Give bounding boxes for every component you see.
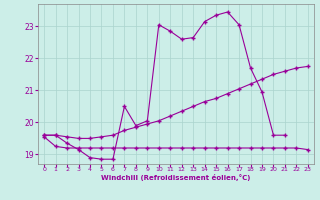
X-axis label: Windchill (Refroidissement éolien,°C): Windchill (Refroidissement éolien,°C) (101, 174, 251, 181)
